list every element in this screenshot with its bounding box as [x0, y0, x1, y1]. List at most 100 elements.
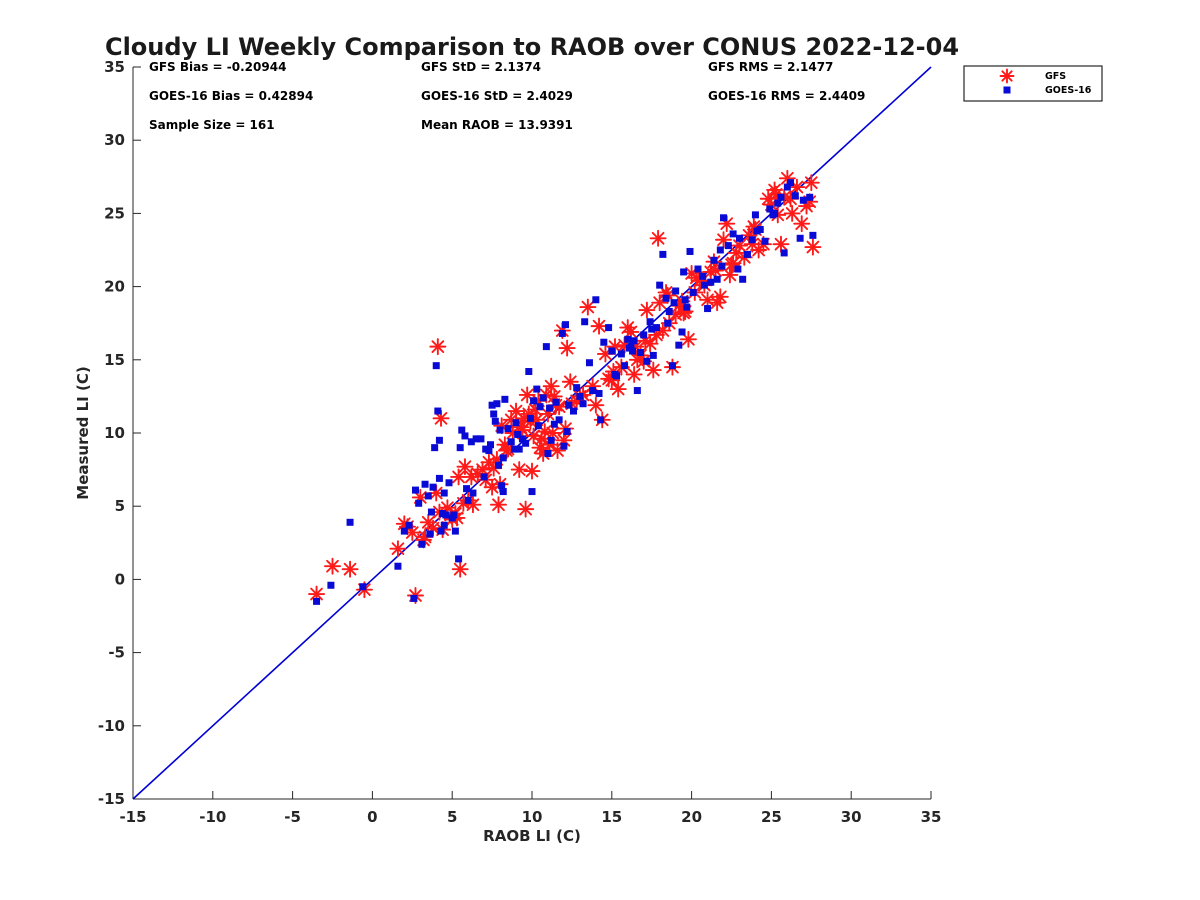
- gfs-point: [389, 540, 407, 558]
- goes16-point: [469, 489, 477, 497]
- goes16-point: [464, 496, 472, 504]
- goes16-point: [605, 324, 613, 332]
- goes16-point: [533, 385, 541, 393]
- asterisk-stroke: [500, 444, 513, 457]
- goes16-point: [546, 404, 554, 412]
- asterisk-stroke: [560, 341, 574, 355]
- asterisk-stroke: [391, 542, 405, 556]
- goes16-point: [617, 350, 625, 358]
- y-tick-label: -15: [98, 790, 125, 808]
- goes16-point: [656, 281, 664, 289]
- goes16-point: [809, 231, 817, 239]
- goes16-point: [558, 329, 566, 337]
- y-axis-label: Measured LI (C): [74, 366, 92, 499]
- asterisk-stroke: [509, 404, 523, 418]
- goes16-point: [510, 445, 518, 453]
- goes16-point: [411, 486, 419, 494]
- asterisk-stroke: [795, 217, 809, 230]
- goes16-point: [670, 299, 678, 307]
- goes16-point: [451, 527, 459, 535]
- asterisk-stroke: [803, 195, 817, 209]
- goes16-point: [761, 237, 769, 245]
- legend-gfs-marker: [999, 68, 1015, 84]
- goes16-point: [507, 438, 515, 446]
- gfs-point: [534, 445, 552, 462]
- asterisk-stroke: [458, 460, 472, 474]
- asterisk-stroke: [624, 325, 638, 339]
- goes16-point: [640, 331, 648, 339]
- goes16-point: [724, 242, 732, 250]
- stat-text: GFS RMS = 2.1477: [708, 60, 833, 74]
- goes16-point: [780, 249, 788, 257]
- asterisk-stroke: [774, 237, 788, 251]
- gfs-point: [324, 557, 341, 575]
- goes16-point: [431, 444, 439, 452]
- asterisk-stroke: [453, 562, 467, 576]
- stat-text: Sample Size = 161: [149, 118, 275, 132]
- stat-text: GOES-16 StD = 2.4029: [421, 89, 573, 103]
- stat-text: GOES-16 Bias = 0.42894: [149, 89, 313, 103]
- goes16-point: [542, 343, 550, 351]
- gfs-point: [590, 317, 608, 335]
- goes16-point: [421, 480, 429, 488]
- stat-text: Mean RAOB = 13.9391: [421, 118, 573, 132]
- goes16-point: [648, 325, 656, 333]
- asterisk-stroke: [504, 413, 518, 427]
- goes16-point: [463, 485, 471, 493]
- goes16-point: [427, 508, 435, 516]
- goes16-point: [664, 319, 672, 327]
- asterisk-stroke: [769, 188, 783, 201]
- goes16-point: [563, 428, 571, 436]
- gfs-point: [711, 288, 729, 306]
- gfs-point: [609, 380, 627, 398]
- goes16-point: [753, 227, 761, 235]
- goes16-point: [429, 483, 437, 491]
- gfs-point: [517, 500, 535, 518]
- goes16-point: [562, 321, 570, 329]
- goes16-point: [440, 521, 448, 529]
- legend: GFS GOES-16: [963, 65, 1103, 102]
- gfs-point: [793, 215, 811, 233]
- legend-box: [963, 65, 1103, 102]
- goes16-point: [710, 256, 718, 264]
- gfs-point: [490, 496, 507, 514]
- asterisk-stroke: [589, 398, 603, 412]
- goes16-point: [748, 236, 756, 244]
- asterisk-stroke: [452, 470, 465, 484]
- goes16-point: [534, 422, 542, 430]
- goes16-point: [646, 318, 654, 326]
- asterisk-stroke: [530, 413, 544, 427]
- goes16-point: [528, 488, 536, 496]
- y-tick-label: 25: [104, 204, 125, 222]
- goes16-point: [751, 211, 759, 219]
- asterisk-stroke: [804, 176, 818, 190]
- goes16-point: [432, 362, 440, 370]
- gfs-point: [783, 204, 801, 222]
- goes16-point: [400, 527, 408, 535]
- goes16-point: [499, 488, 507, 496]
- goes16-point: [659, 250, 667, 258]
- gfs-point: [450, 468, 468, 486]
- goes16-point: [445, 479, 453, 487]
- goes16-point: [704, 305, 712, 313]
- goes16-point: [494, 461, 502, 469]
- gfs-point: [456, 458, 474, 476]
- x-tick-label: 25: [761, 808, 782, 826]
- goes16-point: [707, 278, 715, 286]
- goes16-point: [739, 275, 747, 283]
- goes16-point: [405, 521, 413, 529]
- goes16-point: [611, 370, 619, 378]
- asterisk-stroke: [627, 368, 641, 381]
- goes16-point: [680, 268, 688, 276]
- goes16-point: [487, 441, 495, 449]
- goes16-point: [435, 474, 443, 482]
- goes16-point: [514, 430, 522, 438]
- x-tick-label: 0: [367, 808, 377, 826]
- gfs-point: [341, 560, 359, 578]
- x-tick-label: -15: [119, 808, 146, 826]
- asterisk-stroke: [733, 239, 746, 252]
- gfs-point: [644, 361, 662, 379]
- goes16-point: [579, 400, 587, 408]
- goes16-point: [734, 265, 742, 273]
- legend-goes16-marker: [1003, 86, 1011, 94]
